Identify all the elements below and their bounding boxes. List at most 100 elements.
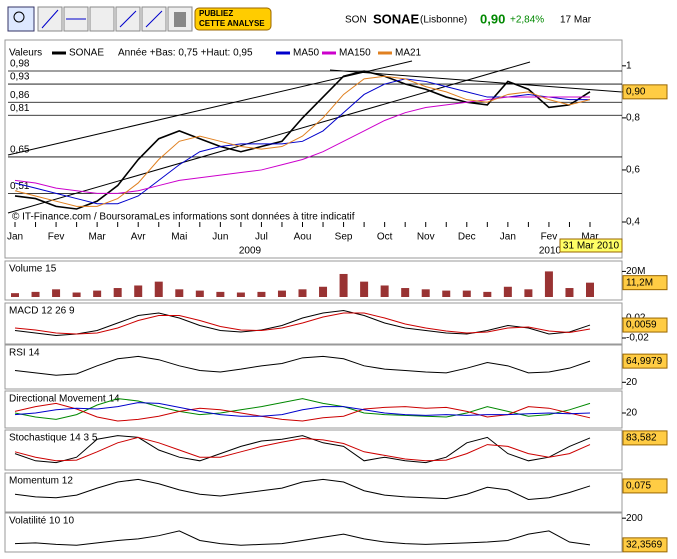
publish-text: CETTE ANALYSE [199, 19, 265, 28]
header-date: 17 Mar [560, 15, 592, 26]
legend-entry: MA21 [395, 48, 422, 59]
level-label: 0,93 [10, 72, 30, 83]
series-line [14, 436, 591, 462]
volume-bar [544, 271, 553, 297]
publish-button[interactable] [194, 7, 272, 31]
volume-bar [93, 290, 102, 297]
y-tick-label: 1 [626, 60, 632, 71]
panel-frame [4, 512, 623, 553]
trend-line [7, 61, 531, 214]
volume-bar [380, 285, 389, 297]
volume-bar [195, 290, 204, 297]
zoom-tool[interactable] [7, 6, 35, 32]
date-box [559, 238, 623, 253]
fibo-tool[interactable] [89, 6, 115, 32]
channel-icon [119, 10, 137, 28]
parallel-icon [145, 10, 163, 28]
y-tick-label: -0,02 [626, 333, 649, 344]
series-line [14, 478, 591, 501]
volume-bar [503, 286, 512, 297]
series-line [14, 309, 591, 337]
volume-bar [442, 290, 451, 297]
panel-frame [4, 302, 623, 345]
legend-entry: MA150 [339, 48, 371, 59]
toolbar: PUBLIEZ CETTE ANALYSE SON SONAE (Lisbonn… [7, 6, 592, 32]
panel-title: RSI 14 [9, 348, 40, 359]
last-value-box [622, 275, 668, 291]
volume-bar [31, 291, 40, 297]
y-tick-label: 0,6 [626, 165, 640, 176]
x-tick-label: Avr [131, 232, 146, 243]
panel-title: Stochastique 14 3 5 [9, 433, 98, 444]
series-line [14, 78, 590, 205]
x-tick-label: Sep [335, 232, 353, 243]
header-price: 0,90 [480, 11, 505, 26]
volume-bar [586, 282, 594, 297]
panel-frame [4, 344, 623, 390]
panel-frame [4, 390, 623, 429]
panel-frame [4, 39, 623, 259]
y-tick-label: 20 [626, 377, 638, 388]
y-tick-label: 200 [626, 513, 643, 524]
volume-bar [401, 288, 410, 297]
zoom-icon [13, 11, 25, 23]
trend-line [329, 69, 623, 93]
volume-bar [113, 288, 122, 297]
last-value-box [622, 353, 668, 369]
volume-bar [360, 281, 369, 297]
volume-bar [277, 290, 286, 297]
volume-bar [524, 289, 533, 297]
year-label: 2009 [239, 246, 262, 257]
credit: © IT-Finance.com / BoursoramaLes informa… [12, 212, 355, 223]
header-code: SON [345, 15, 367, 26]
series-line [14, 355, 591, 376]
level-label: 0,98 [10, 59, 30, 70]
y-tick-label: 0,8 [626, 113, 640, 124]
x-tick-label: Mar [89, 232, 107, 243]
volume-bar [72, 292, 81, 297]
header-market: (Lisbonne) [420, 15, 467, 26]
volume-bar [257, 291, 266, 297]
volume-bar [154, 281, 163, 297]
last-value-box [622, 537, 668, 553]
x-tick-label: Mai [171, 232, 187, 243]
series-line [14, 435, 591, 464]
volume-bar [52, 289, 61, 297]
legend-bg [6, 47, 436, 59]
volume-bar [216, 291, 225, 297]
panel-frame [4, 472, 623, 513]
last-value-label: 11,2M [626, 277, 653, 288]
legend-entry: SONAE [69, 48, 104, 59]
volume-bar [11, 293, 19, 297]
last-value-label: 64,9979 [626, 356, 663, 367]
legend-note: Année +Bas: 0,75 +Haut: 0,95 [118, 48, 253, 59]
volume-bar [236, 292, 245, 297]
panel-frame [4, 429, 623, 471]
level-label: 0,86 [10, 90, 30, 101]
y-tick-label: 20 [626, 408, 638, 419]
volume-bar [134, 285, 143, 297]
volume-bar [421, 289, 430, 297]
year-label: 2010 [539, 246, 562, 257]
series-line [14, 312, 591, 335]
last-value-box [622, 317, 668, 333]
panel-title: MACD 12 26 9 [9, 306, 75, 317]
date-label: 31 Mar 2010 [563, 241, 620, 252]
x-tick-label: Nov [417, 232, 435, 243]
legend-entry: MA50 [293, 48, 320, 59]
volume-bar [298, 289, 307, 297]
last-value-label: 32,3569 [626, 539, 663, 550]
panel-title: Volume 15 [9, 264, 57, 275]
x-tick-label: Mar [581, 232, 599, 243]
panel-title: Directional Movement 14 [9, 394, 120, 405]
series-line [14, 530, 591, 546]
series-line [14, 75, 591, 207]
volume-bar [565, 288, 574, 297]
x-tick-label: Oct [377, 232, 393, 243]
x-tick-label: Aou [294, 232, 312, 243]
series-line [14, 398, 591, 420]
volume-bar [462, 290, 471, 297]
last-value-label: 0,075 [626, 481, 651, 492]
